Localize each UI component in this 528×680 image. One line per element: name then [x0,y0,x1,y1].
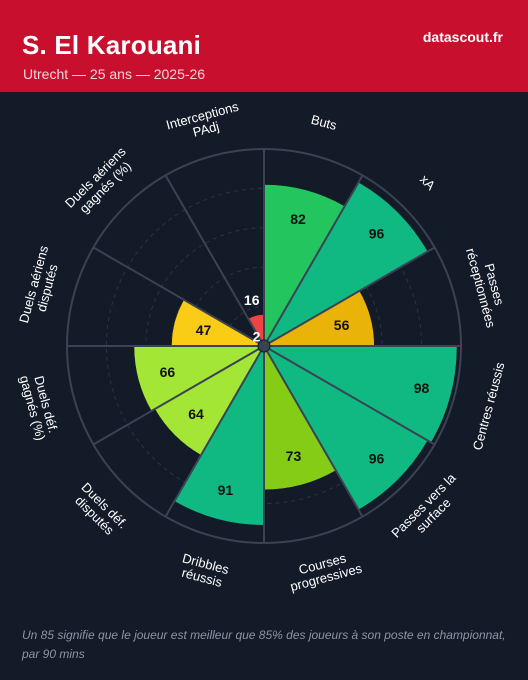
bar-dribbles-reussis [174,345,265,526]
spoke [92,345,265,446]
value-label-courses-progressives: 73 [286,448,302,464]
bar-xa [263,181,429,347]
value-label-buts: 82 [290,211,306,227]
value-label-xa: 96 [369,225,385,241]
category-label-duels-def-disputes: Duels déf.disputés [72,479,130,538]
value-label-centres-reussis: 98 [414,380,430,396]
spoke [164,174,265,347]
value-label-duels-def-disputes: 64 [188,406,204,422]
category-label-centres-reussis: Centres réussis [470,360,508,452]
spoke [164,345,265,518]
spoke [263,246,436,347]
value-label-duels-def-gagnes: 66 [160,364,176,380]
value-label-interceptions-padj: 16 [244,292,260,308]
category-label-xa: xA [417,172,439,194]
spoke [263,345,364,518]
spoke [92,246,265,347]
pizza-chart: 82 96 56 98 96 73 91 64 66 47 2 16 Buts xA Passes récep… [0,92,528,612]
header-banner: S. El Karouani Utrecht — 25 ans — 2025-2… [0,0,528,92]
bar-passes-vers-la-surface [263,345,429,511]
value-label-duels-aeriens-disputes: 47 [196,322,212,338]
category-label-duels-def-gagnes: Duels déf.gagnés (%) [17,374,61,442]
center-dot [257,339,271,353]
value-label-dribbles-reussis: 91 [218,482,234,498]
category-label-line: PAdj [191,118,221,139]
value-label-passes-vers-la-surface: 96 [369,451,385,467]
player-name: S. El Karouani [22,30,202,60]
spoke [263,174,364,347]
category-label-line: Centres réussis [470,360,508,452]
value-label-duels-aeriens-gagnes: 2 [253,329,261,345]
bar-centres-reussis [263,345,458,443]
value-label-passes-receptionnees: 56 [334,317,350,333]
category-label-buts: Buts [309,112,338,133]
footnote: Un 85 signifie que le joueur est meilleu… [22,628,506,661]
category-label-line: Buts [309,112,338,133]
category-label-line: xA [417,172,439,194]
pizza-chart-svg: 82 96 56 98 96 73 91 64 66 47 2 16 Buts xA Passesrécep… [16,99,508,595]
player-subtitle: Utrecht — 25 ans — 2025-26 [23,66,206,82]
brand-label: datascout.fr [422,29,503,45]
spoke [263,345,436,446]
